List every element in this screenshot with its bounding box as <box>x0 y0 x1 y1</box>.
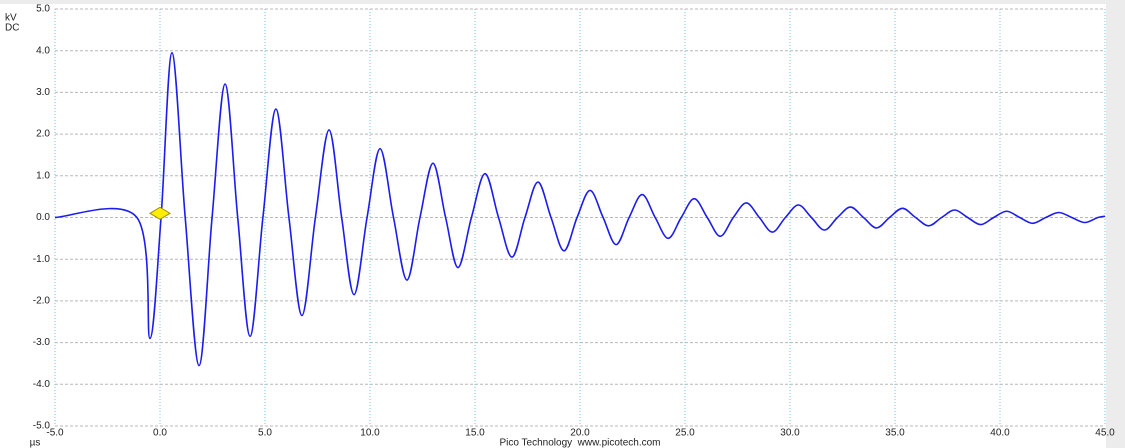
y-tick-label: 4.0 <box>36 45 50 56</box>
x-tick-label: 5.0 <box>258 428 272 439</box>
x-tick-label: 30.0 <box>780 428 800 439</box>
y-unit: DC <box>5 23 19 34</box>
x-unit: µs <box>30 438 41 448</box>
right-margin <box>1106 0 1125 448</box>
x-tick-label: 35.0 <box>885 428 905 439</box>
y-unit: kV <box>5 13 17 24</box>
y-tick-label: -3.0 <box>33 337 51 348</box>
x-tick-label: 15.0 <box>465 428 485 439</box>
y-tick-label: -1.0 <box>33 254 51 265</box>
y-tick-label: 5.0 <box>36 4 50 15</box>
top-margin <box>0 0 1125 4</box>
x-tick-label: 0.0 <box>153 428 167 439</box>
y-tick-label: -4.0 <box>33 379 51 390</box>
x-tick-label: 25.0 <box>675 428 695 439</box>
y-tick-label: 3.0 <box>36 87 50 98</box>
x-tick-label: 20.0 <box>570 428 590 439</box>
waveform <box>54 51 1106 367</box>
y-tick-label: 0.0 <box>36 212 50 223</box>
x-tick-label: -5.0 <box>46 428 64 439</box>
y-tick-label: 1.0 <box>36 170 50 181</box>
y-tick-label: -2.0 <box>33 296 51 307</box>
footer: Pico Technology www.picotech.com <box>499 438 660 448</box>
trigger-marker <box>149 206 171 220</box>
y-tick-label: 2.0 <box>36 129 50 140</box>
x-tick-label: 45.0 <box>1095 428 1115 439</box>
x-tick-label: 40.0 <box>990 428 1010 439</box>
x-tick-label: 10.0 <box>360 428 380 439</box>
y-tick-label: -5.0 <box>33 421 51 432</box>
